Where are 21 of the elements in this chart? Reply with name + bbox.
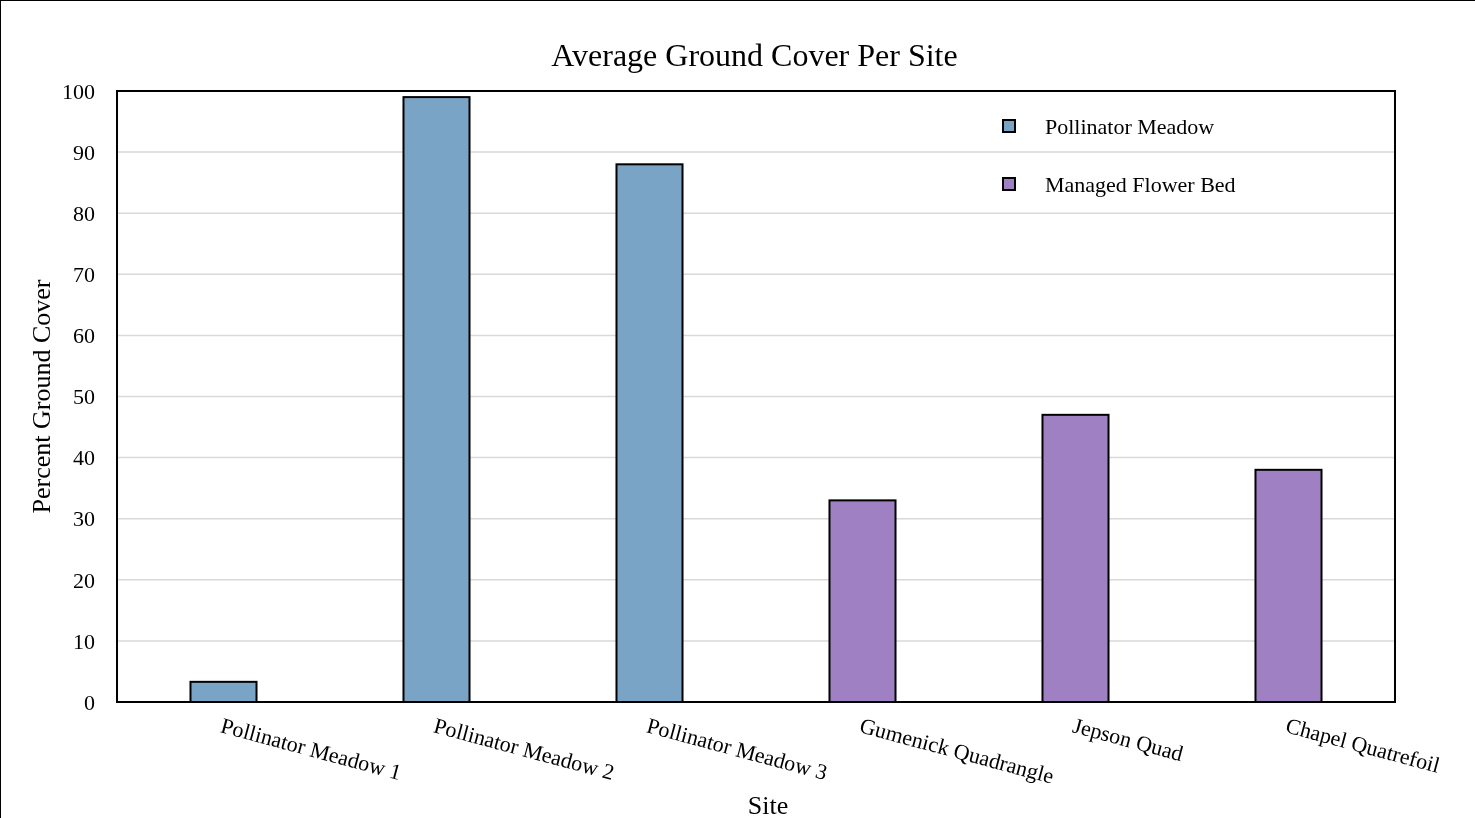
legend-label: Pollinator Meadow [1045,113,1215,139]
x-tick-label: Pollinator Meadow 2 [431,712,618,785]
y-tick-label: 10 [73,628,95,654]
x-tick-label: Pollinator Meadow 1 [218,712,405,785]
legend-label: Managed Flower Bed [1045,171,1236,197]
x-tick-label: Jepson Quad [1070,712,1186,767]
y-tick-label: 70 [73,262,95,287]
x-tick-label: Chapel Quatrefoil [1283,712,1443,778]
y-axis-title: Percent Ground Cover [27,279,56,514]
y-tick-label: 100 [62,78,95,104]
x-axis-title: Site [747,791,789,818]
y-tick-label: 30 [73,506,95,532]
y-tick-label: 50 [73,384,95,410]
y-tick-label: 60 [73,323,95,349]
y-tick-label: 0 [84,689,95,715]
x-tick-label: Pollinator Meadow 3 [644,712,831,785]
y-tick-label: 20 [73,567,95,593]
y-tick-label: 80 [73,200,95,226]
y-tick-label: 40 [73,445,95,471]
y-tick-label: 90 [73,139,95,165]
chart-title: Average Ground Cover Per Site [551,37,958,73]
